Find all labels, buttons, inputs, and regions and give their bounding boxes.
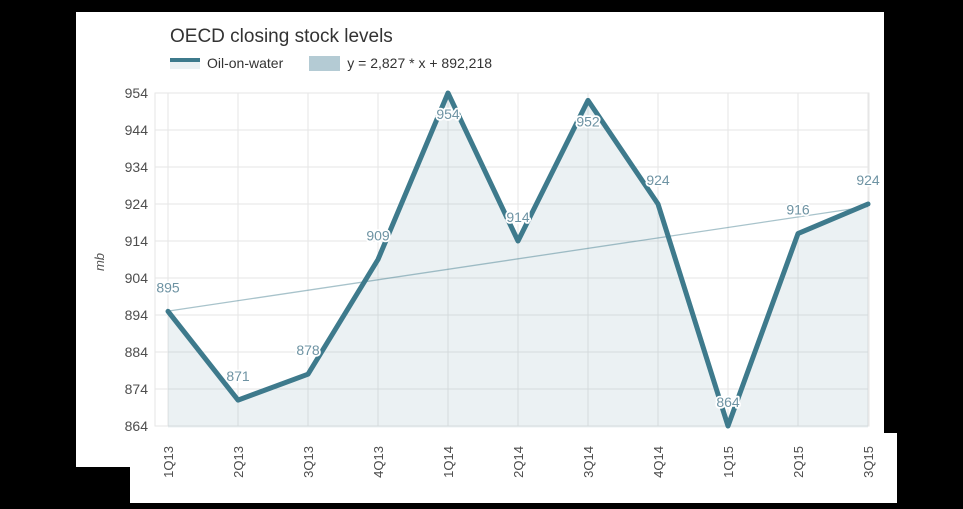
data-label: 871 — [226, 368, 250, 384]
x-axis-label-strip — [130, 433, 897, 503]
x-tick-label: 2Q14 — [511, 446, 526, 478]
y-tick-label: 914 — [125, 233, 149, 249]
x-tick-label: 4Q14 — [651, 446, 666, 478]
data-label: 924 — [646, 172, 670, 188]
y-tick-label: 864 — [125, 418, 149, 434]
x-tick-label: 1Q14 — [441, 446, 456, 478]
x-tick-label: 1Q15 — [721, 446, 736, 478]
data-label: 895 — [156, 279, 180, 295]
y-tick-label: 924 — [125, 196, 149, 212]
y-tick-label: 934 — [125, 159, 149, 175]
legend-series-label: Oil-on-water — [207, 55, 284, 71]
data-label: 909 — [366, 228, 390, 244]
y-tick-label: 904 — [125, 270, 149, 286]
data-label: 954 — [436, 106, 460, 122]
y-tick-label: 894 — [125, 307, 149, 323]
y-tick-label: 884 — [125, 344, 149, 360]
x-tick-label: 2Q15 — [791, 446, 806, 478]
legend-trend-label: y = 2,827 * x + 892,218 — [347, 55, 493, 71]
trend-box-swatch-icon — [309, 55, 341, 71]
x-tick-label: 4Q13 — [371, 446, 386, 478]
plot-border — [154, 92, 870, 427]
x-tick-label: 3Q14 — [581, 446, 596, 478]
series-line[interactable] — [165, 90, 871, 429]
x-tick-label: 1Q13 — [161, 446, 176, 478]
y-tick-label: 874 — [125, 381, 149, 397]
data-label: 864 — [716, 394, 740, 410]
legend-item-oil-on-water[interactable]: Oil-on-water — [170, 55, 283, 71]
chart-legend: Oil-on-water y = 2,827 * x + 892,218 — [170, 55, 492, 71]
data-label: 952 — [576, 113, 600, 129]
y-tick-label: 944 — [125, 122, 149, 138]
x-tick-label: 2Q13 — [231, 446, 246, 478]
y-tick-label: 954 — [125, 85, 149, 101]
series-area — [168, 93, 868, 428]
trend-line[interactable] — [167, 205, 869, 312]
x-tick-label: 3Q13 — [301, 446, 316, 478]
legend-item-trend[interactable]: y = 2,827 * x + 892,218 — [309, 55, 492, 71]
chart-title: OECD closing stock levels — [170, 26, 393, 47]
data-label: 914 — [506, 209, 530, 225]
chart-card — [76, 12, 884, 467]
x-tick-label: 3Q15 — [861, 446, 876, 478]
area-line-swatch-icon — [170, 57, 200, 69]
data-label: 916 — [786, 202, 810, 218]
y-axis-title: mb — [92, 253, 107, 271]
data-label: 878 — [296, 342, 320, 358]
data-label: 924 — [856, 172, 880, 188]
